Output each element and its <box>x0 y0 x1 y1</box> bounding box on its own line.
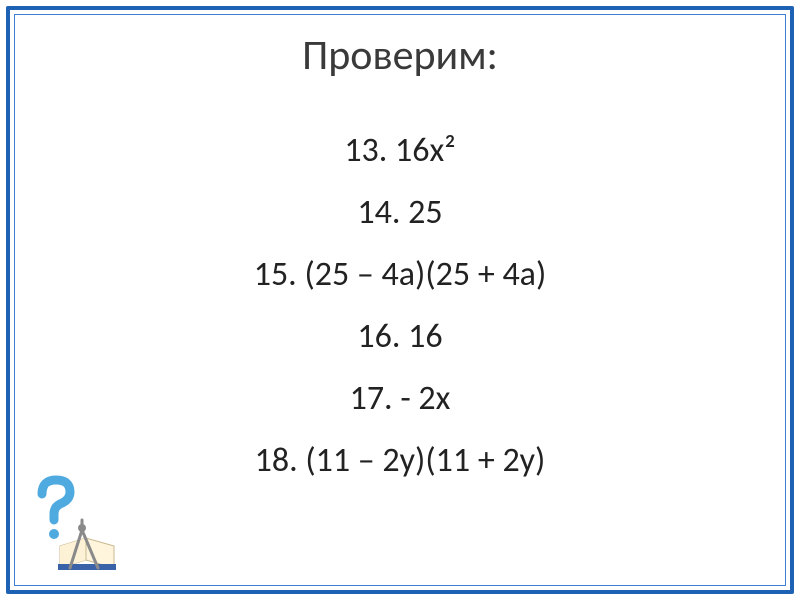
answer-list: 13. 16х² 14. 25 15. (25 – 4а)(25 + 4а) 1… <box>0 120 800 492</box>
list-item: 18. (11 – 2у)(11 + 2у) <box>0 430 800 492</box>
list-item: 17. - 2х <box>0 368 800 430</box>
clipart-icon <box>28 472 120 572</box>
list-item: 14. 25 <box>0 182 800 244</box>
list-item: 15. (25 – 4а)(25 + 4а) <box>0 244 800 306</box>
slide-title: Проверим: <box>0 30 800 81</box>
list-item: 16. 16 <box>0 306 800 368</box>
question-mark-icon <box>42 480 70 539</box>
slide: Проверим: 13. 16х² 14. 25 15. (25 – 4а)(… <box>0 0 800 600</box>
list-item: 13. 16х² <box>0 120 800 182</box>
